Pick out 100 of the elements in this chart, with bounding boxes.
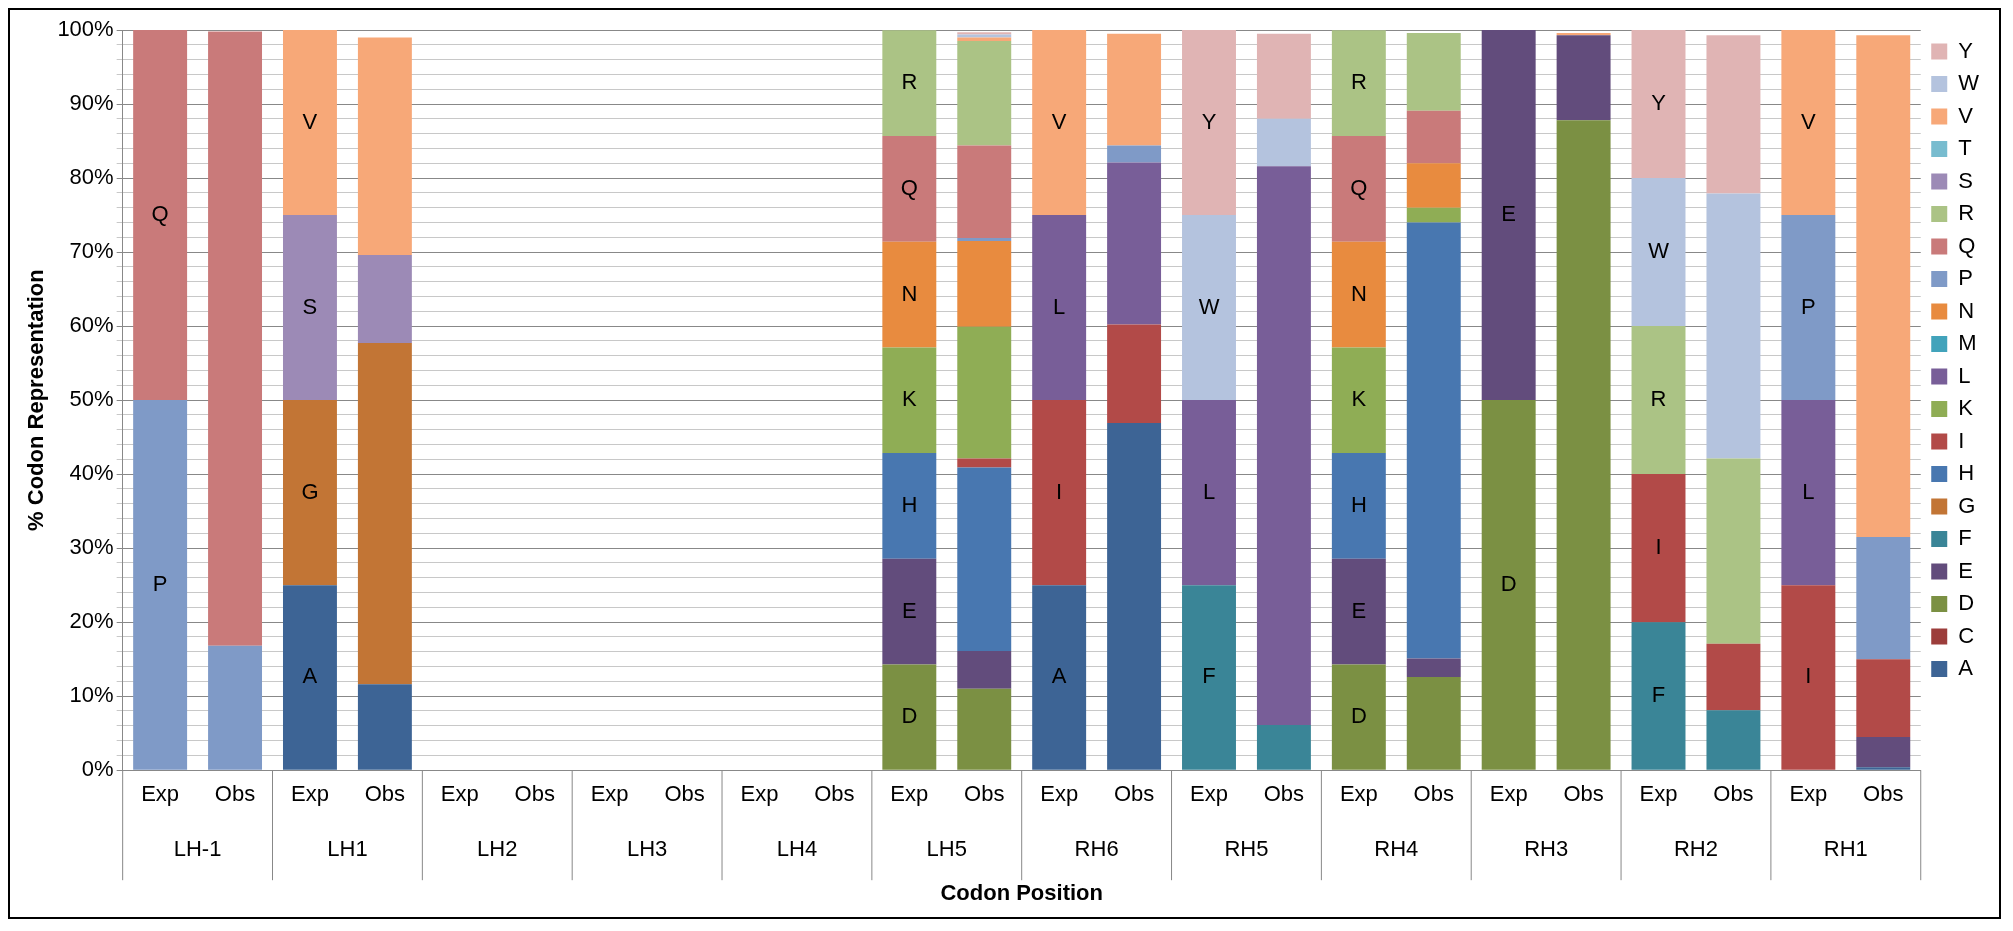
bar (1706, 35, 1761, 194)
bar (957, 326, 1012, 459)
bar (1032, 30, 1087, 216)
legend-label: W (1958, 70, 1980, 96)
bar (957, 688, 1012, 770)
bar (882, 136, 937, 242)
x-tick-label: Obs (364, 781, 406, 807)
x-tick-label: Obs (514, 781, 555, 807)
text: LH-1 (173, 836, 222, 862)
data-label: V (302, 108, 318, 134)
bar (1032, 585, 1087, 770)
data-label: H (1350, 492, 1367, 518)
bar (1631, 30, 1686, 179)
x-tick-label: Exp (590, 781, 629, 807)
bar (1182, 30, 1236, 216)
bar (1406, 163, 1461, 208)
x-axis-title: Codon Position (940, 879, 1103, 905)
legend-label: I (1958, 427, 1965, 453)
data-label: E (901, 597, 917, 623)
bar (357, 343, 412, 685)
data-label: S (302, 293, 318, 319)
data-label: K (1351, 386, 1367, 412)
bar (957, 145, 1012, 238)
bar (957, 458, 1012, 468)
bar (1331, 30, 1386, 136)
legend-label: S (1958, 167, 1973, 193)
bar (1556, 35, 1611, 121)
bar (882, 347, 937, 454)
x-tick-label: Exp (1190, 781, 1228, 807)
bar (1406, 110, 1461, 164)
data-label: Q (151, 201, 169, 227)
bar (957, 37, 1012, 42)
bar (1406, 222, 1461, 659)
bar (1182, 215, 1236, 401)
data-label: L (1202, 478, 1216, 504)
data-label: W (1648, 238, 1670, 264)
legend-label: Q (1958, 232, 1976, 258)
data-label: A (302, 663, 318, 689)
legend-label: V (1958, 102, 1974, 128)
x-tick-label: Exp (440, 781, 479, 807)
text: LH4 (776, 836, 818, 862)
x-tick-label: Exp (1489, 781, 1528, 807)
bar (1107, 423, 1162, 770)
data-label: P (152, 570, 168, 596)
x-tick-label: Exp (1789, 781, 1828, 807)
legend-label: Y (1958, 37, 1974, 63)
data-label: A (1051, 663, 1067, 689)
legend-label: M (1958, 330, 1977, 356)
data-label: I (1056, 478, 1063, 504)
bar (1331, 241, 1386, 348)
bar (1406, 676, 1461, 770)
bar (1781, 585, 1836, 770)
bar (208, 645, 263, 770)
bar (1331, 453, 1386, 559)
bar (1706, 458, 1761, 644)
bar (357, 37, 412, 256)
bar (208, 31, 263, 646)
bar (283, 30, 337, 216)
x-tick-label: Exp (291, 781, 329, 807)
bar (1107, 145, 1162, 163)
bar (1781, 30, 1836, 216)
x-tick-label: Exp (890, 781, 929, 807)
bar (133, 400, 188, 770)
bar (133, 30, 188, 401)
y-tick-label: 100% (57, 16, 114, 42)
x-tick-label: Exp (740, 781, 779, 807)
data-label: D (901, 703, 918, 729)
data-label: E (1501, 201, 1517, 227)
bar (1107, 33, 1162, 146)
x-tick-label: Obs (1863, 781, 1904, 807)
legend-label: E (1958, 557, 1973, 583)
x-tick-label: Obs (1713, 781, 1754, 807)
bar (1481, 30, 1536, 401)
data-label: Y (1201, 108, 1217, 134)
bar (1631, 178, 1686, 327)
x-tick-label: Obs (814, 781, 855, 807)
text: LH1 (327, 836, 368, 862)
data-label: R (1350, 69, 1367, 95)
bar (1481, 400, 1536, 770)
x-tick-label: Exp (1639, 781, 1678, 807)
bar (957, 238, 1012, 241)
x-tick-label: Exp (141, 781, 180, 807)
data-label: V (1051, 108, 1067, 134)
bar (1781, 400, 1836, 586)
bar (1856, 537, 1911, 660)
data-label: D (1350, 703, 1367, 729)
y-tick-label: 30% (69, 534, 114, 560)
y-tick-label: 80% (69, 164, 114, 190)
data-label: G (301, 478, 319, 504)
bar (1182, 400, 1236, 586)
bar (1256, 166, 1311, 726)
y-axis-title: % Codon Representation (23, 269, 49, 531)
data-label: E (1351, 597, 1367, 623)
y-tick-label: 40% (69, 460, 114, 486)
bar (283, 215, 337, 401)
bar (1856, 736, 1911, 768)
data-label: I (1655, 534, 1662, 560)
text: RH1 (1823, 836, 1868, 862)
bar (1331, 664, 1386, 770)
data-label: K (901, 386, 917, 412)
